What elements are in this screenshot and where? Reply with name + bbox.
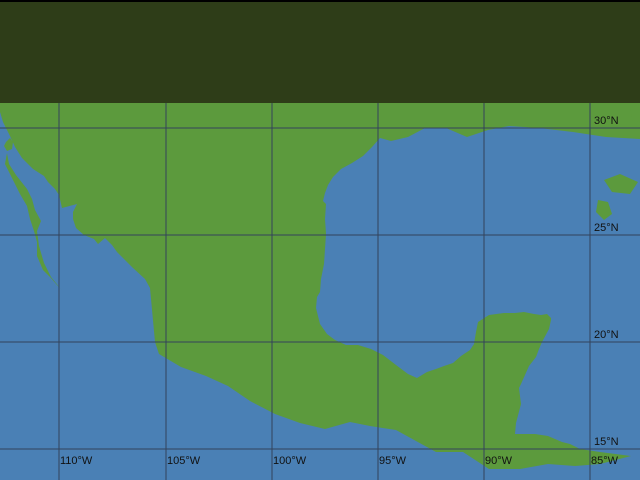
svg-text:105°W: 105°W (167, 455, 201, 467)
svg-text:100°W: 100°W (273, 455, 307, 467)
svg-text:30°N: 30°N (594, 115, 619, 127)
svg-text:85°W: 85°W (591, 455, 619, 467)
svg-text:25°N: 25°N (594, 222, 619, 234)
svg-text:20°N: 20°N (594, 329, 619, 341)
svg-text:110°W: 110°W (60, 455, 93, 467)
svg-text:90°W: 90°W (485, 455, 513, 467)
svg-text:15°N: 15°N (594, 436, 619, 448)
svg-text:95°W: 95°W (379, 455, 407, 467)
